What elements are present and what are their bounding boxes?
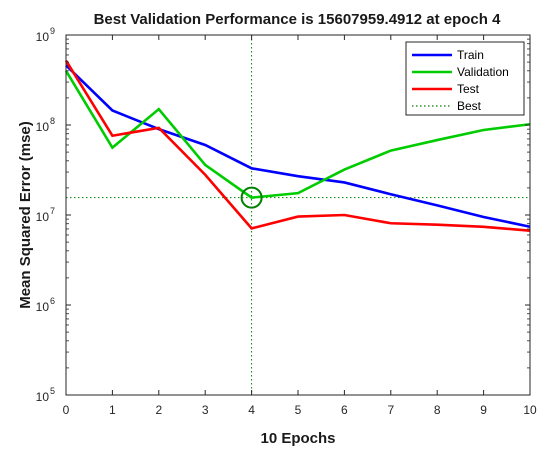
x-axis-label: 10 Epochs — [260, 430, 335, 447]
best-marker-lines — [66, 35, 530, 395]
x-tick-label: 8 — [434, 403, 441, 417]
series-line-validation — [64, 70, 531, 199]
series-layer — [64, 59, 531, 232]
x-axis: 0 1 2 3 4 5 6 7 8 9 10 — [63, 35, 537, 417]
series-line-test — [64, 59, 531, 232]
chart-title: Best Validation Performance is 15607959.… — [94, 11, 502, 28]
y-tick-exponent: 9 — [50, 26, 55, 36]
x-tick-label: 0 — [63, 403, 70, 417]
best-point-layer — [240, 186, 263, 209]
x-tick-label: 1 — [109, 403, 116, 417]
y-tick-exponent: 7 — [50, 206, 55, 216]
legend-label-test: Test — [457, 82, 480, 96]
x-tick-label: 9 — [480, 403, 487, 417]
legend-label-train: Train — [457, 48, 484, 62]
x-tick-label: 4 — [248, 403, 255, 417]
y-tick-exponent: 8 — [50, 116, 55, 126]
legend-label-validation: Validation — [457, 65, 509, 79]
y-tick-exponent: 6 — [50, 296, 55, 306]
y-axis-label: Mean Squared Error (mse) — [17, 121, 34, 309]
best-point-marker — [240, 186, 263, 209]
y-tick-exponent: 5 — [50, 386, 55, 396]
legend: Train Validation Test Best — [405, 41, 525, 116]
legend-label-best: Best — [457, 99, 482, 113]
x-tick-label: 10 — [523, 403, 537, 417]
x-tick-label: 3 — [202, 403, 209, 417]
x-tick-label: 7 — [387, 403, 394, 417]
x-tick-label: 5 — [295, 403, 302, 417]
x-tick-label: 2 — [155, 403, 162, 417]
x-tick-label: 6 — [341, 403, 348, 417]
